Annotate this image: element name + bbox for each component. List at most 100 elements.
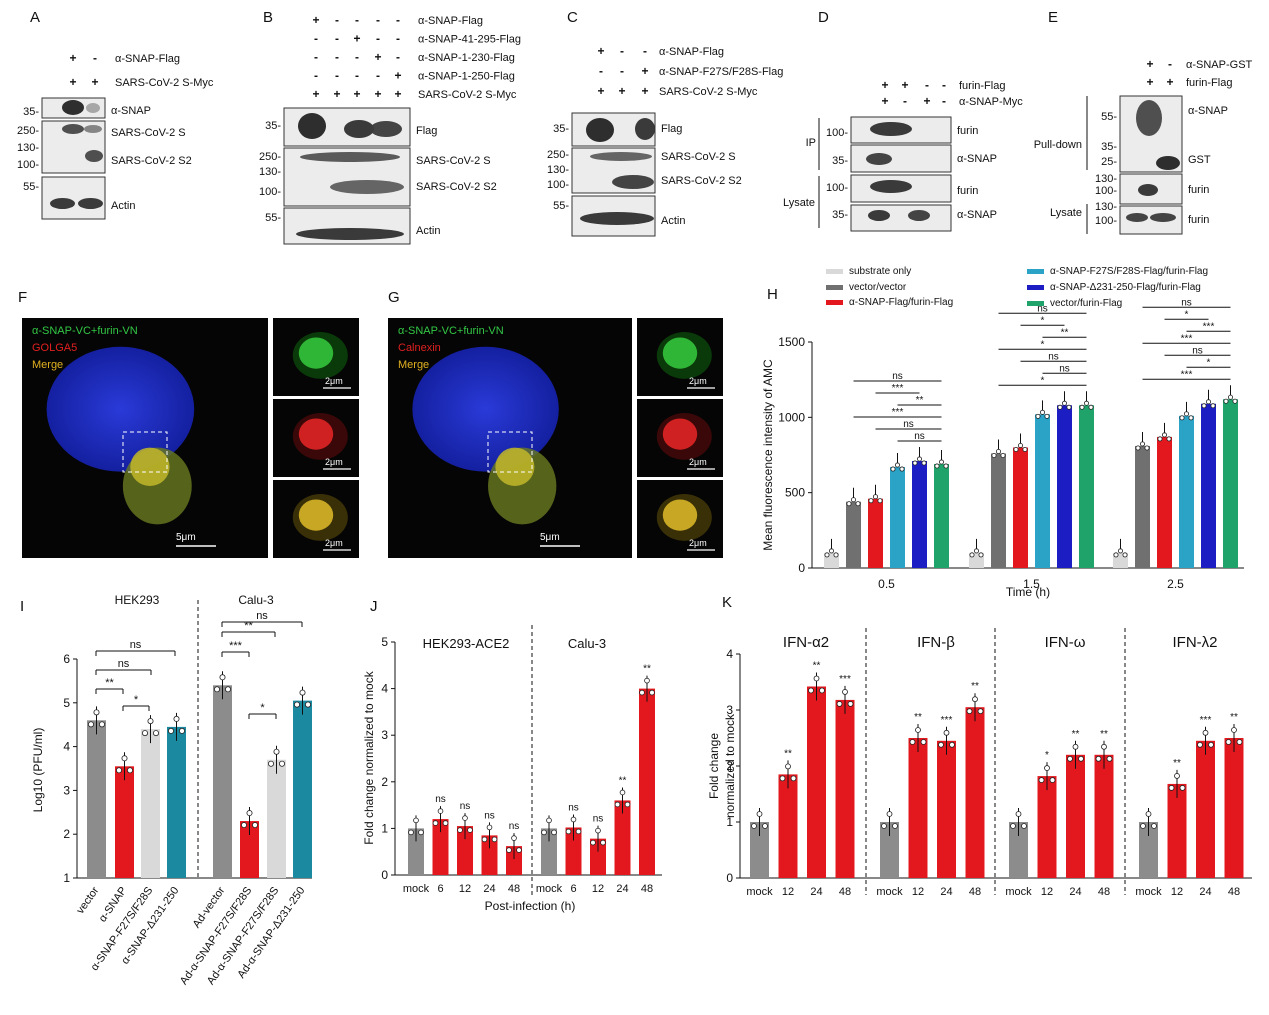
lane-sign: - <box>314 32 318 46</box>
zoom-signal <box>662 337 698 369</box>
condition-label: α-SNAP-F27S/F28S-Flag <box>659 66 783 78</box>
blot-label: furin <box>1188 214 1209 226</box>
panel-letter-c: C <box>567 9 578 26</box>
blot-label: SARS-CoV-2 S <box>661 151 736 163</box>
zoom-signal <box>298 499 334 531</box>
x-tick-label: mock <box>876 886 903 898</box>
lane-sign: - <box>355 69 359 83</box>
significance-label: ** <box>105 677 114 689</box>
x-tick-label: 2.5 <box>1167 577 1184 591</box>
data-point <box>619 789 626 796</box>
lane-sign: - <box>599 64 603 78</box>
legend-swatch <box>826 285 843 290</box>
significance-label: ns <box>1181 297 1192 308</box>
data-point <box>855 501 861 507</box>
data-point <box>173 715 180 722</box>
data-point <box>506 847 512 853</box>
data-point <box>213 686 220 693</box>
data-point <box>121 755 128 762</box>
data-point <box>432 820 439 826</box>
mw-marker: 100- <box>259 186 281 198</box>
significance-label: * <box>1207 357 1211 368</box>
data-point <box>88 721 95 728</box>
blot-label: Actin <box>661 215 685 227</box>
data-point <box>644 677 650 684</box>
mw-marker: 250- <box>17 125 39 137</box>
data-point <box>751 823 757 829</box>
lane-sign: + <box>1146 57 1153 71</box>
blot-band <box>612 175 654 189</box>
data-point <box>1044 413 1050 419</box>
data-point <box>565 828 572 835</box>
data-point <box>1210 403 1216 409</box>
data-point <box>921 460 927 466</box>
bar <box>481 835 498 875</box>
x-tick-label: 6 <box>437 883 443 895</box>
significance-label: *** <box>1203 321 1215 332</box>
group-label: HEK293-ACE2 <box>423 636 510 651</box>
mw-marker: 130- <box>547 164 569 176</box>
data-point <box>1206 399 1212 405</box>
blot-band <box>50 198 75 209</box>
significance-label: *** <box>1200 715 1212 726</box>
data-point <box>219 674 226 681</box>
mw-marker: 130- <box>1095 173 1117 185</box>
blot-band <box>1136 100 1162 136</box>
panel-c: + - - α-SNAP-Flag- - + α-SNAP-F27S/F28S-Flag+ +… <box>547 44 783 237</box>
significance-label: * <box>134 694 139 706</box>
section-label: Pull-down <box>1034 139 1082 151</box>
bar <box>1179 415 1194 568</box>
data-point <box>457 827 463 833</box>
bar <box>908 738 928 878</box>
y-tick-label: 3 <box>726 703 733 717</box>
mw-marker: 35- <box>553 123 569 135</box>
bar <box>1139 822 1158 878</box>
significance-label: * <box>1041 339 1045 350</box>
group-label: IFN-β <box>917 634 955 651</box>
x-tick-label: 12 <box>1171 886 1183 898</box>
y-axis-label-line: normalized to mock <box>723 713 737 818</box>
y-tick-label: 1000 <box>778 410 805 424</box>
lane-sign: - <box>925 78 929 92</box>
lane-sign: + <box>69 51 76 65</box>
lane-sign: - <box>335 50 339 64</box>
data-point <box>1140 441 1146 447</box>
significance-label: ns <box>903 419 914 430</box>
panel-letter-d: D <box>818 9 829 26</box>
data-point <box>408 829 414 836</box>
data-point <box>1106 755 1113 762</box>
scale-label: 2μm <box>325 376 343 386</box>
significance-label: ns <box>593 814 604 825</box>
data-point <box>1049 777 1056 783</box>
x-tick-label: mock <box>1135 886 1162 898</box>
mw-marker: 35- <box>23 106 39 118</box>
blot-membrane <box>41 176 106 220</box>
condition-label: α-SNAP-Myc <box>959 96 1023 108</box>
data-point <box>917 456 923 462</box>
y-tick-label: 2 <box>63 827 70 841</box>
lane-sign: - <box>376 69 380 83</box>
bar <box>1037 776 1057 878</box>
data-point <box>974 548 980 554</box>
panel-b: + - - - - α-SNAP-Flag- - + - - α-SNAP-41-295-Flag-… <box>259 13 521 245</box>
mw-marker: 55- <box>23 181 39 193</box>
data-point <box>293 701 300 708</box>
bar <box>934 464 949 568</box>
panel-letter-b: B <box>263 9 273 26</box>
panel-letter-i: I <box>20 598 24 615</box>
x-tick-label: mock <box>746 886 773 898</box>
data-point <box>1174 773 1180 779</box>
channel-label: α-SNAP-VC+furin-VN <box>32 325 138 337</box>
blot-label: SARS-CoV-2 S <box>111 127 186 139</box>
y-axis-label: Fold change normalized to mock <box>362 670 376 844</box>
condition-label: α-SNAP-1-230-Flag <box>418 52 515 64</box>
x-tick-label: 24 <box>1069 886 1081 898</box>
data-point <box>949 741 955 748</box>
blot-band <box>330 180 404 194</box>
lane-sign: - <box>1168 57 1172 71</box>
significance-label: ** <box>1173 758 1181 769</box>
channel-label: Merge <box>398 359 429 371</box>
bar <box>835 699 855 878</box>
